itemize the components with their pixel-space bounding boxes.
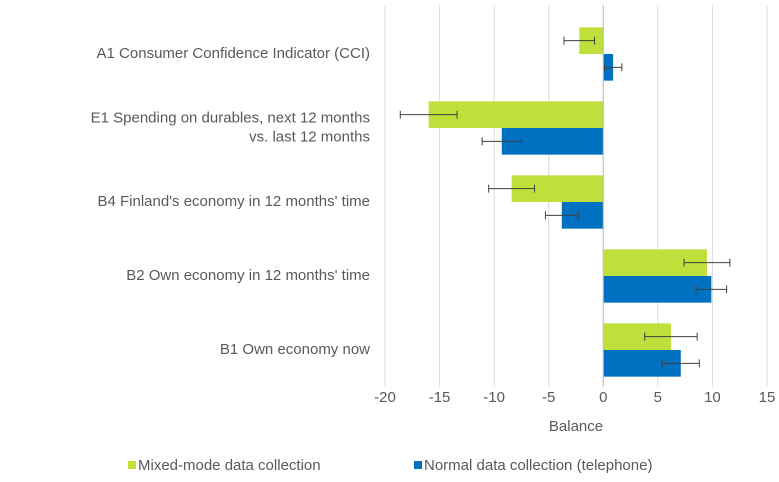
x-tick-label: 10 xyxy=(704,389,721,406)
x-axis-title: Balance xyxy=(549,418,603,435)
legend-label: Normal data collection (telephone) xyxy=(424,457,652,474)
error-bar xyxy=(683,258,731,267)
y-tick-label: B4 Finland's economy in 12 months' time xyxy=(97,193,370,210)
legend-swatch xyxy=(128,461,136,469)
bar xyxy=(428,101,604,128)
x-tick-label: 15 xyxy=(759,389,776,406)
error-bar xyxy=(644,332,698,341)
x-tick-label: -20 xyxy=(374,389,396,406)
x-tick-label: 0 xyxy=(599,389,607,406)
x-tick-label: 5 xyxy=(654,389,662,406)
y-tick-label: B2 Own economy in 12 months' time xyxy=(126,267,370,284)
error-bar xyxy=(544,211,579,220)
x-tick-label: -15 xyxy=(429,389,451,406)
error-bar xyxy=(603,63,623,72)
error-bar xyxy=(488,184,536,193)
x-tick-label: -5 xyxy=(542,389,555,406)
error-bar xyxy=(661,359,700,368)
y-tick-label: A1 Consumer Confidence Indicator (CCI) xyxy=(97,45,370,62)
y-tick-label: E1 Spending on durables, next 12 months v… xyxy=(91,109,370,145)
bar xyxy=(603,276,712,303)
error-bar xyxy=(695,285,728,294)
x-tick-label: -10 xyxy=(483,389,505,406)
y-tick-label: B1 Own economy now xyxy=(220,341,370,358)
error-bar xyxy=(481,137,522,146)
legend-label: Mixed-mode data collection xyxy=(138,457,321,474)
error-bar xyxy=(399,110,458,119)
legend-swatch xyxy=(414,461,422,469)
error-bar xyxy=(563,36,596,45)
